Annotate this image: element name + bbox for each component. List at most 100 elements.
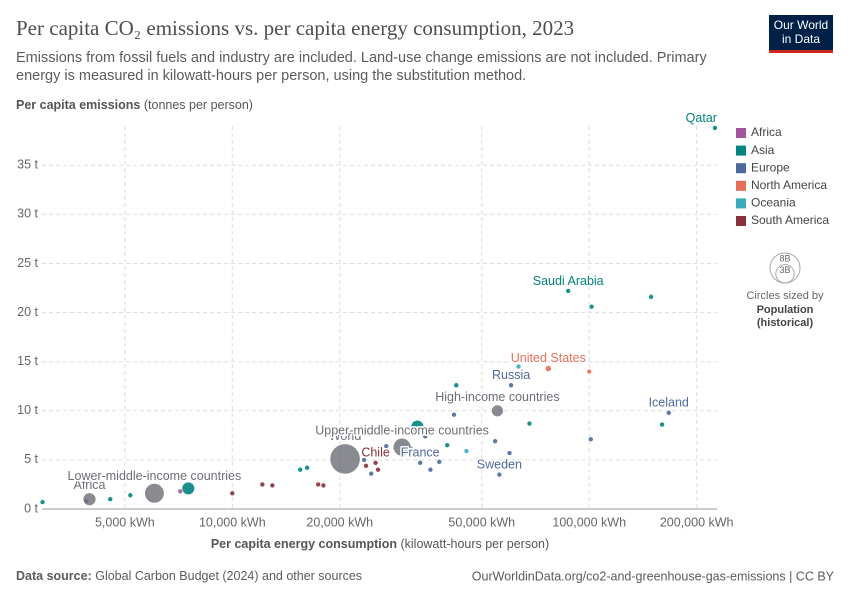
y-tick-label: 0 t [24, 501, 38, 515]
point [417, 460, 423, 466]
source-url[interactable]: OurWorldinData.org/co2-and-greenhouse-ga… [472, 569, 835, 583]
point [515, 363, 522, 370]
point-label: Chile [361, 446, 390, 460]
legend-swatch [736, 198, 746, 209]
x-axis-label-name: Per capita energy consumption [211, 537, 397, 551]
point-label: High-income countries [435, 390, 559, 404]
point-group [39, 125, 718, 505]
point-label: Sweden [477, 457, 522, 471]
point [368, 470, 375, 477]
y-tick-label: 15 t [17, 354, 38, 368]
point [526, 420, 533, 427]
point [269, 482, 276, 489]
point-label: Saudi Arabia [533, 274, 604, 288]
point [496, 471, 503, 478]
size-legend-note: (historical) [757, 317, 814, 329]
logo-text: in Data [782, 32, 820, 46]
point [315, 481, 321, 488]
point [422, 433, 428, 440]
logo-box [769, 15, 833, 50]
size-legend-label: 3B [779, 265, 790, 275]
y-axis-label-name: Per capita emissions [16, 98, 140, 112]
point [491, 404, 504, 418]
point [372, 460, 379, 466]
size-legend-variable: Population [757, 304, 814, 316]
point [82, 492, 97, 506]
point [485, 396, 491, 402]
point-group [82, 404, 504, 506]
x-tick-label: 10,000 kWh [199, 515, 266, 529]
point [107, 496, 114, 502]
source-label: Data source: [16, 569, 92, 583]
legend-swatch [736, 216, 746, 226]
point [587, 436, 594, 443]
logo-bar [769, 50, 833, 53]
point [144, 483, 165, 504]
point [588, 303, 595, 310]
point [39, 499, 46, 505]
point-label: World [329, 429, 361, 443]
logo-text: Our World [774, 18, 828, 32]
point-label: Russia [492, 368, 530, 382]
point [665, 409, 672, 416]
point [506, 450, 513, 456]
legend-swatch [736, 180, 746, 191]
point [453, 382, 460, 389]
point [659, 421, 665, 428]
legend-label: Africa [751, 125, 782, 139]
size-legend-circle [775, 264, 795, 284]
legend-swatch [736, 163, 746, 174]
point [427, 466, 434, 473]
subtitle: Emissions from fossil fuels and industry… [16, 50, 707, 66]
point-label: Qatar [686, 111, 717, 125]
y-tick-label: 30 t [17, 207, 38, 221]
source-text: Global Carbon Budget (2024) and other so… [95, 569, 362, 583]
point-group [361, 382, 672, 478]
point [383, 443, 390, 449]
point [229, 490, 236, 497]
x-tick-label: 200,000 kWh [660, 515, 734, 529]
point [181, 481, 195, 496]
point [492, 438, 498, 445]
y-axis-label-unit: (tonnes per person) [144, 98, 253, 112]
subtitle: energy is measured in kilowatt-hours per… [16, 68, 526, 84]
point [444, 442, 450, 448]
x-tick-label: 20,000 kWh [306, 515, 373, 529]
point [304, 464, 310, 471]
legend-label: North America [751, 178, 827, 192]
x-tick-label: 100,000 kWh [552, 515, 626, 529]
point [297, 466, 304, 473]
point-group [229, 460, 381, 497]
point-label: Lower-middle-income countries [68, 469, 242, 483]
legend-label: Europe [751, 160, 790, 174]
point-group [463, 363, 522, 454]
point-label: Upper-middle-income countries [315, 424, 489, 438]
point [436, 459, 443, 465]
point [361, 457, 367, 463]
point [410, 419, 424, 434]
y-tick-label: 35 t [17, 158, 38, 172]
legend-label: Asia [751, 143, 775, 157]
point [392, 437, 412, 457]
y-axis-label: Per capita emissions (tonnes per person) [16, 98, 253, 112]
legend-label: South America [751, 213, 829, 227]
y-tick-label: 5 t [24, 452, 38, 466]
point-label: Africa [74, 478, 106, 492]
point [363, 462, 369, 469]
chart-title: Per capita CO₂ emissions vs. per capita … [16, 16, 574, 40]
point [586, 368, 593, 375]
point [451, 411, 457, 418]
y-tick-label: 25 t [17, 256, 38, 270]
point-label: United States [511, 351, 586, 365]
point-label: France [401, 446, 440, 460]
point [329, 443, 361, 475]
point [565, 288, 571, 294]
point [463, 448, 470, 454]
point-group [544, 365, 593, 375]
logo[interactable]: Our World in Data [769, 15, 833, 53]
x-axis-label: Per capita energy consumption (kilowatt-… [211, 537, 549, 551]
point [127, 492, 134, 499]
point [712, 125, 718, 131]
legend-label: Oceania [751, 196, 796, 210]
